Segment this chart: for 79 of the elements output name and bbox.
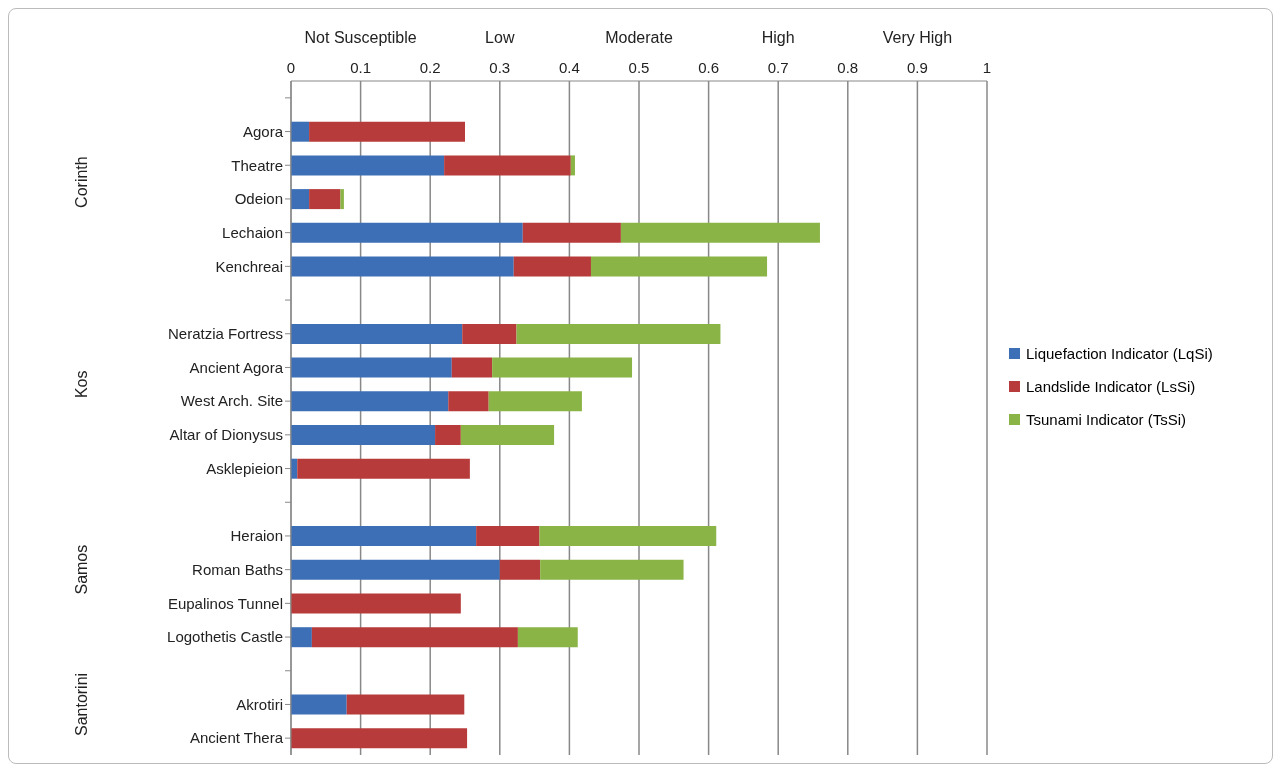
bar [488,391,582,412]
bar [297,458,470,479]
text: Very High [882,29,953,46]
text: Samos [73,544,90,595]
x-tick-label: 0.4 [558,59,580,76]
y-tick-label: Altar of Dionysus [169,426,283,444]
legend-label: Tsunami Indicator (TsSi) [1026,410,1187,428]
bar [291,694,347,715]
bar [462,323,517,344]
y-tick-label: Logothetis Castle [167,628,283,646]
bar [291,323,463,344]
bar [340,189,344,210]
x-tick-label: 0 [286,59,296,76]
bar [539,526,717,547]
y-tick-label: Kenchreai [215,257,283,275]
bar [291,526,477,547]
bar [346,694,465,715]
y-tick-label: Lechaion [222,223,283,241]
bar [516,323,721,344]
text: Not Susceptible [304,29,417,46]
text: Santorini [73,672,90,737]
x-tick-label: 0.3 [489,59,511,76]
bar [291,222,523,243]
bar [499,559,541,580]
text: High [761,29,795,46]
bar [570,155,575,176]
bar [448,391,489,412]
legend-label: Liquefaction Indicator (LqSi) [1026,344,1213,362]
bar [451,357,493,378]
x-tick-label: 0.8 [837,59,859,76]
y-tick-label: Akrotiri [236,695,283,713]
bar [492,357,633,378]
bar [590,256,768,277]
x-tick-label: 0.2 [419,59,441,76]
text: Corinth [73,156,90,208]
y-tick-label: Eupalinos Tunnel [167,594,283,612]
bar [311,627,518,648]
x-tick-label: 1 [982,59,992,76]
bar [291,357,452,378]
bar [291,559,500,580]
bar [309,189,341,210]
bar [291,155,445,176]
y-tick-label: Neratzia Fortress [167,325,283,343]
bar [460,425,555,445]
x-tick-label: 0.6 [698,59,720,76]
y-tick-label: Asklepieion [206,459,283,477]
x-tick-label: 0.9 [906,59,928,76]
y-tick-label: Heraion [230,527,283,545]
text: Moderate [605,29,673,46]
bar [620,222,820,243]
bar [291,391,449,412]
bar [476,526,540,547]
legend-label: Landslide Indicator (LsSi) [1026,377,1196,395]
y-tick-label: Agora [242,122,284,140]
y-tick-label: Theatre [231,156,283,174]
bar [291,256,514,277]
y-tick-label: Roman Baths [192,560,283,578]
bar [291,189,310,210]
x-tick-label: 0.1 [350,59,372,76]
bar [444,155,571,176]
bar [291,728,468,749]
bar [291,627,312,648]
bar [522,222,621,243]
bar [517,627,578,648]
y-tick-label: Ancient Thera [189,729,284,747]
x-tick-label: 0.7 [767,59,789,76]
y-tick-label: Ancient Agora [189,358,284,376]
y-tick-label: Odeion [234,190,283,208]
bar [291,425,436,445]
bar [513,256,591,277]
text: Low [485,29,515,46]
text: Kos [73,370,90,399]
bar [309,121,465,142]
bar [291,121,310,142]
x-tick-label: 0.5 [628,59,650,76]
y-tick-label: West Arch. Site [180,392,283,410]
bar [435,425,461,445]
bar [291,593,461,614]
bar [540,559,684,580]
